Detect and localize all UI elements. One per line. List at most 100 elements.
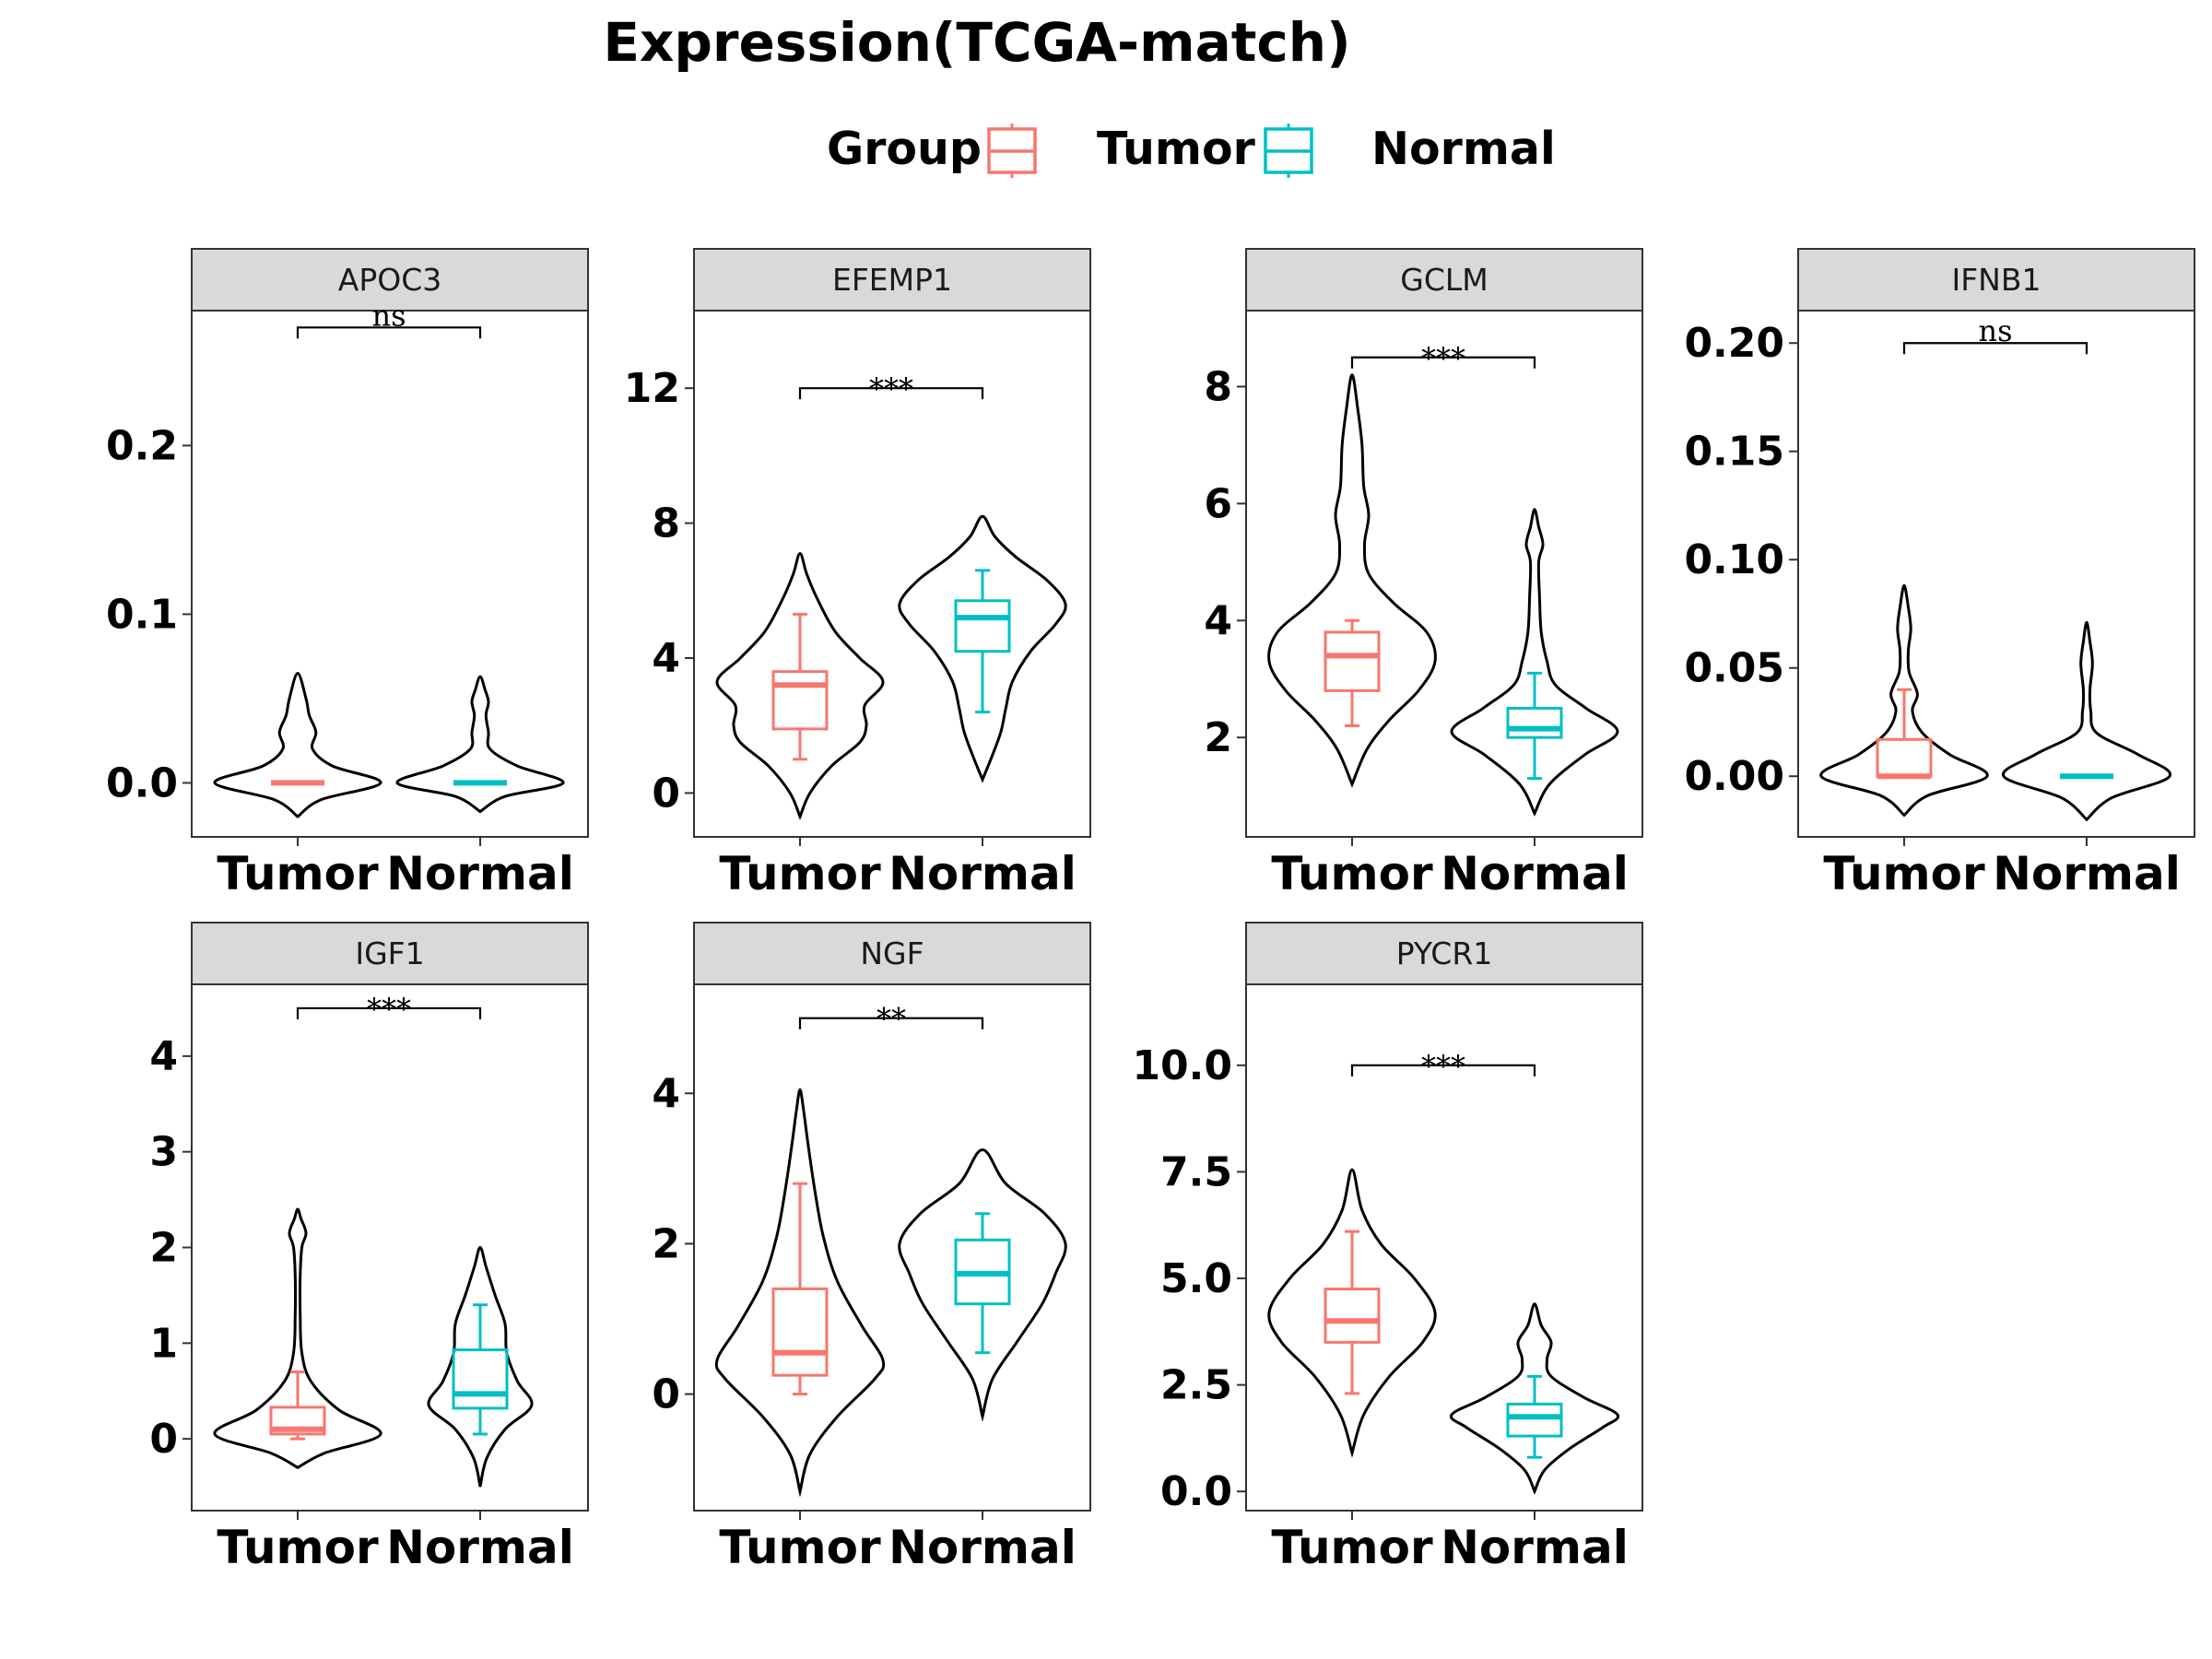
box: [771, 1287, 829, 1377]
chart-title: Expression(TCGA-match): [603, 11, 1350, 74]
significance-label: ***: [367, 992, 411, 1027]
strip-label: GCLM: [1400, 262, 1488, 298]
y-tick-label: 8: [652, 500, 680, 547]
strip-header: [1245, 248, 1643, 312]
significance-bracket: [798, 387, 984, 400]
y-tick-label: 4: [652, 1070, 680, 1117]
box: [1506, 1402, 1563, 1438]
legend: Group Tumor Normal: [827, 123, 1556, 178]
y-tick-label: 8: [1204, 363, 1232, 410]
y-tick-label: 0.1: [106, 591, 178, 638]
y-tick-label: 0.2: [106, 422, 178, 469]
series-normal: [898, 1147, 1067, 1422]
y-tick-label: 2: [1204, 714, 1232, 761]
violin: [2002, 620, 2171, 822]
significance-bracket: [296, 326, 482, 339]
box: [452, 1348, 509, 1410]
significance-bracket: [1902, 342, 2088, 355]
y-tick-label: 0.05: [1684, 645, 1784, 692]
y-tick-label: 3: [149, 1129, 178, 1176]
significance-bracket: [798, 1017, 984, 1030]
significance-label: ns: [371, 298, 406, 333]
significance-bracket: [1350, 1064, 1536, 1077]
box: [954, 599, 1011, 653]
significance-bracket: [296, 1006, 482, 1019]
significance-label: ns: [1978, 313, 2012, 348]
series-normal: [427, 1245, 534, 1488]
panel-area: [1245, 983, 1643, 1512]
legend-label-normal: Normal: [1371, 123, 1556, 175]
strip-label: EFEMP1: [832, 262, 952, 298]
panel-pycr1: PYCR1 0.0 2.5 5.0 7.5 10.0 Tumor Normal ***: [1132, 922, 1643, 1574]
y-tick-label: 0: [652, 1371, 680, 1418]
x-tick-label: Normal: [1441, 847, 1629, 900]
y-tick-label: 4: [149, 1033, 178, 1080]
series-normal: [2002, 620, 2171, 822]
panel-ngf: NGF 0 2 4 Tumor Normal **: [652, 922, 1091, 1574]
y-tick-label: 0.20: [1684, 320, 1784, 367]
y-tick-label: 0.0: [106, 759, 178, 806]
violin: [1267, 373, 1437, 788]
box: [269, 1406, 326, 1436]
series-normal: [1449, 1302, 1620, 1495]
violin: [898, 514, 1067, 783]
box: [1324, 630, 1381, 692]
y-tick-label: 2: [149, 1225, 178, 1272]
box: [1506, 706, 1563, 739]
box: [1324, 1288, 1381, 1344]
x-tick-label: Tumor: [1271, 1521, 1433, 1574]
panel-area: [191, 310, 589, 838]
significance-label: **: [877, 1002, 906, 1037]
series-tumor: [213, 671, 382, 818]
legend-label-tumor: Tumor: [1097, 123, 1256, 175]
violin: [213, 671, 382, 818]
y-tick-label: 12: [624, 365, 680, 412]
strip-label: IFNB1: [1951, 262, 2041, 298]
x-tick-label: Tumor: [719, 847, 881, 900]
y-tick-label: 0: [149, 1416, 178, 1463]
violin: [427, 1245, 534, 1488]
strip-header: [1245, 922, 1643, 985]
significance-label: ***: [869, 371, 913, 406]
significance-label: ***: [1421, 1049, 1465, 1084]
panel-igf1: IGF1 0 1 2 3 4 Tumor Normal ***: [149, 922, 589, 1574]
panel-area: [191, 983, 589, 1512]
box: [771, 670, 829, 731]
strip-header: [191, 248, 589, 312]
x-tick-label: Tumor: [217, 1521, 379, 1574]
series-normal: [898, 514, 1067, 783]
series-normal: [1450, 508, 1619, 817]
panel-efemp1: EFEMP1 0 4 8 12 Tumor Normal ***: [624, 248, 1091, 900]
y-tick-label: 0.0: [1160, 1468, 1232, 1515]
violin: [715, 552, 885, 820]
y-tick-label: 6: [1204, 480, 1232, 527]
panel-gclm: GCLM 2 4 6 8 Tumor Normal ***: [1204, 248, 1643, 900]
y-tick-label: 1: [149, 1320, 178, 1367]
x-tick-label: Normal: [1993, 847, 2181, 900]
series-tumor: [213, 1207, 382, 1469]
x-tick-label: Tumor: [1271, 847, 1433, 900]
violin: [714, 1088, 886, 1498]
panel-area: [1245, 310, 1643, 838]
x-tick-label: Normal: [888, 1521, 1077, 1574]
y-tick-label: 4: [1204, 597, 1232, 644]
strip-label: PYCR1: [1396, 935, 1493, 971]
series-tumor: [1267, 1168, 1437, 1458]
y-tick-label: 0.10: [1684, 536, 1784, 583]
strip-header: [1797, 248, 2195, 312]
series-tumor: [1267, 373, 1437, 788]
significance-label: ***: [1421, 341, 1465, 376]
panel-area: [693, 983, 1091, 1512]
strip-label: APOC3: [338, 262, 442, 298]
x-tick-label: Normal: [386, 847, 574, 900]
violin: [1449, 1302, 1620, 1495]
panel-area: [1797, 310, 2195, 838]
x-tick-label: Tumor: [719, 1521, 881, 1574]
strip-header: [191, 922, 589, 985]
series-tumor: [714, 1088, 886, 1498]
violin: [213, 1207, 382, 1469]
x-tick-label: Normal: [888, 847, 1077, 900]
panel-ifnb1: IFNB1 0.00 0.05 0.10 0.15 0.20 Tumor Normal ns: [1684, 248, 2195, 900]
